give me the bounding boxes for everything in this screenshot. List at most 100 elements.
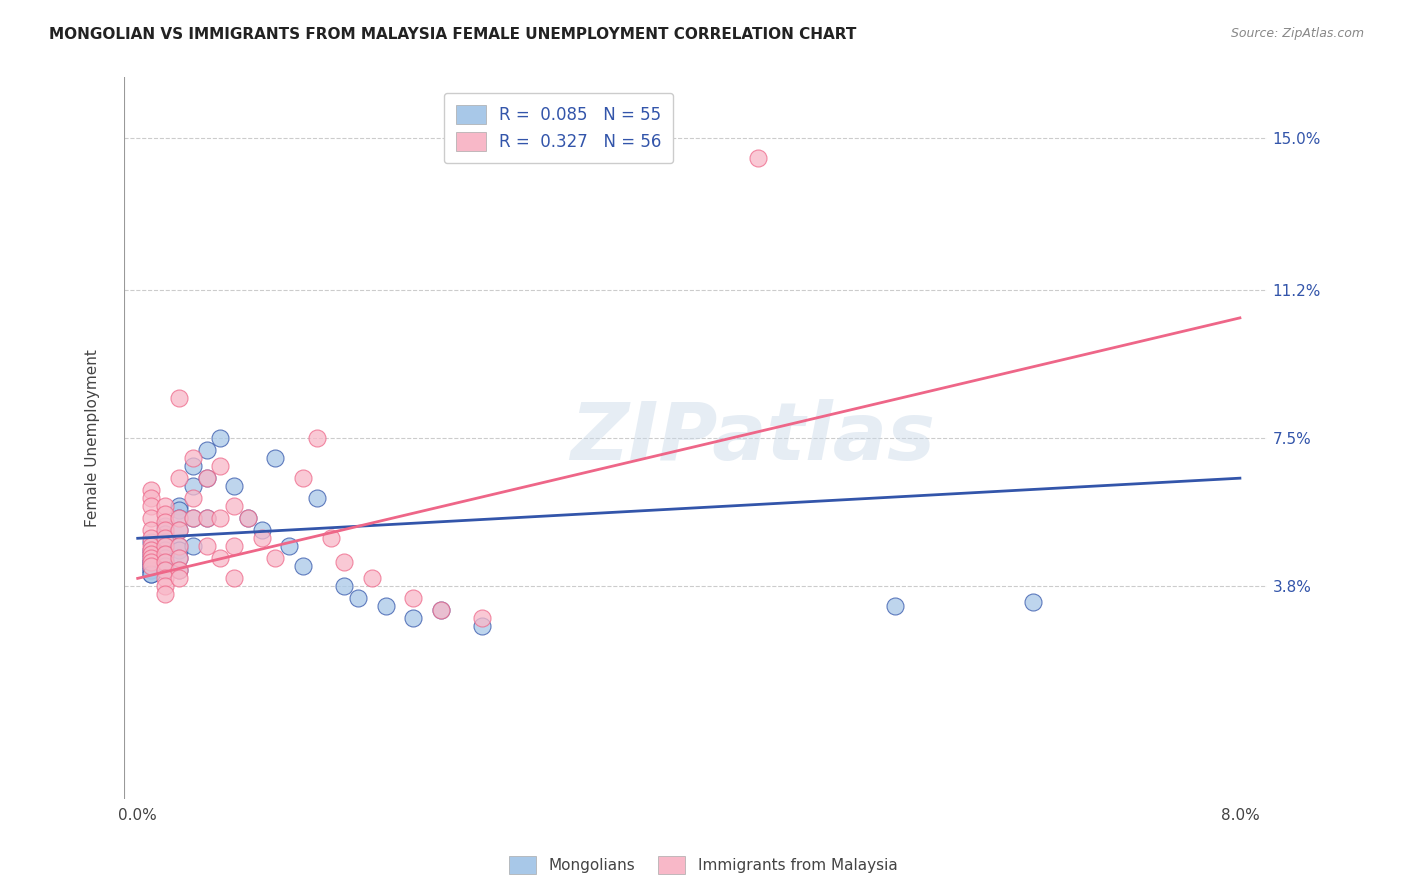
Point [195,511,218,525]
Point [167,500,190,514]
Point [141,500,163,514]
Point [155,519,177,533]
Point [236,511,259,525]
Point [155,507,177,521]
Point [155,515,177,529]
Point [167,571,190,585]
Point [181,491,204,506]
Point [209,459,232,474]
Point [141,555,163,569]
Point [195,471,218,485]
Point [155,559,177,574]
Point [333,579,356,593]
Point [195,443,218,458]
Point [167,471,190,485]
Point [155,563,177,577]
Point [181,451,204,466]
Point [181,459,204,474]
Point [167,539,190,553]
Point [224,539,246,553]
Point [471,611,494,625]
Point [167,543,190,558]
Point [292,471,315,485]
Point [141,531,163,545]
Text: ZIPatlas: ZIPatlas [571,399,935,477]
Point [305,491,328,506]
Point [167,539,190,553]
Point [141,547,163,561]
Point [167,563,190,577]
Point [155,587,177,601]
Point [155,571,177,585]
Point [430,603,453,617]
Point [167,511,190,525]
Point [155,523,177,537]
Point [141,539,163,553]
Point [305,431,328,445]
Text: MONGOLIAN VS IMMIGRANTS FROM MALAYSIA FEMALE UNEMPLOYMENT CORRELATION CHART: MONGOLIAN VS IMMIGRANTS FROM MALAYSIA FE… [49,27,856,42]
Point [141,551,163,566]
Legend: R =  0.085   N = 55, R =  0.327   N = 56: R = 0.085 N = 55, R = 0.327 N = 56 [444,93,673,163]
Point [141,555,163,569]
Point [141,543,163,558]
Point [374,599,396,614]
Point [333,555,356,569]
Point [141,563,163,577]
Point [155,563,177,577]
Point [224,479,246,493]
Point [224,571,246,585]
Point [209,511,232,525]
Point [141,547,163,561]
Point [141,559,163,574]
Point [471,619,494,633]
Point [264,451,287,466]
Point [141,491,163,506]
Point [195,511,218,525]
Point [155,543,177,558]
Point [181,539,204,553]
Point [141,555,163,569]
Point [292,559,315,574]
Point [155,547,177,561]
Point [195,539,218,553]
Point [155,539,177,553]
Point [319,531,342,545]
Point [236,511,259,525]
Point [278,539,301,553]
Point [155,500,177,514]
Point [155,551,177,566]
Text: Source: ZipAtlas.com: Source: ZipAtlas.com [1230,27,1364,40]
Point [141,511,163,525]
Point [141,551,163,566]
Point [155,527,177,541]
Point [167,563,190,577]
Point [402,591,425,606]
Point [155,579,177,593]
Point [747,151,769,165]
Point [209,551,232,566]
Point [141,559,163,574]
Point [141,567,163,582]
Point [141,559,163,574]
Point [155,555,177,569]
Point [224,500,246,514]
Point [155,555,177,569]
Point [181,511,204,525]
Point [181,479,204,493]
Point [264,551,287,566]
Point [1022,595,1045,609]
Point [167,551,190,566]
Point [250,531,273,545]
Point [430,603,453,617]
Point [155,535,177,549]
Point [167,511,190,525]
Point [167,523,190,537]
Point [884,599,907,614]
Point [195,471,218,485]
Point [141,535,163,549]
Point [347,591,370,606]
Point [402,611,425,625]
Y-axis label: Female Unemployment: Female Unemployment [86,349,100,527]
Point [209,431,232,445]
Point [167,391,190,405]
